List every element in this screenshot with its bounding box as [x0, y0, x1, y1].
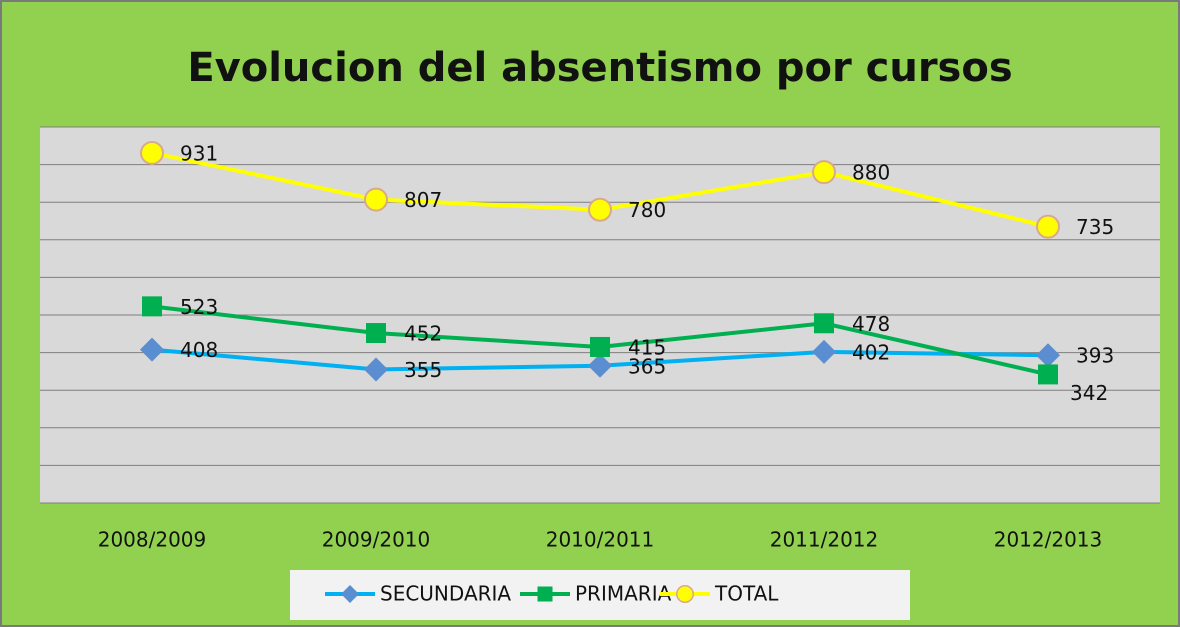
data-label: 393: [1076, 344, 1114, 368]
marker: [812, 339, 836, 364]
data-label: 478: [852, 312, 890, 336]
marker: [1038, 364, 1058, 385]
data-label: 415: [628, 335, 666, 359]
marker: [366, 323, 386, 344]
x-tick-label: 2012/2013: [994, 528, 1103, 552]
legend-label: SECUNDARIA: [380, 582, 511, 606]
data-label: 408: [180, 338, 218, 362]
marker: [1036, 214, 1060, 239]
marker: [364, 187, 388, 212]
x-tick-label: 2010/2011: [546, 528, 655, 552]
data-label: 452: [404, 322, 442, 346]
data-label: 931: [180, 141, 218, 165]
data-label: 735: [1076, 215, 1114, 239]
marker: [590, 336, 610, 357]
marker: [588, 197, 612, 222]
data-label: 780: [628, 198, 666, 222]
legend-label: TOTAL: [714, 582, 779, 606]
x-tick-label: 2011/2012: [770, 528, 879, 552]
data-label: 402: [852, 340, 890, 364]
data-label: 807: [404, 188, 442, 212]
legend-marker: [676, 585, 694, 603]
marker: [812, 160, 836, 185]
marker: [814, 313, 834, 334]
data-label: 523: [180, 295, 218, 319]
legend-marker: [341, 585, 359, 603]
chart-title: Evolucion del absentismo por cursos: [187, 45, 1012, 91]
data-label: 355: [404, 358, 442, 382]
data-label: 365: [628, 354, 666, 378]
marker: [588, 353, 612, 378]
marker: [1036, 343, 1060, 368]
marker: [142, 296, 162, 317]
legend-marker: [537, 586, 553, 602]
x-tick-label: 2009/2010: [322, 528, 431, 552]
data-label: 342: [1070, 381, 1108, 405]
marker: [364, 357, 388, 382]
x-tick-label: 2008/2009: [98, 528, 207, 552]
legend-box: [290, 570, 910, 620]
data-label: 880: [852, 161, 890, 185]
legend-label: PRIMARIA: [575, 582, 672, 606]
marker: [140, 140, 164, 165]
marker: [140, 337, 164, 362]
